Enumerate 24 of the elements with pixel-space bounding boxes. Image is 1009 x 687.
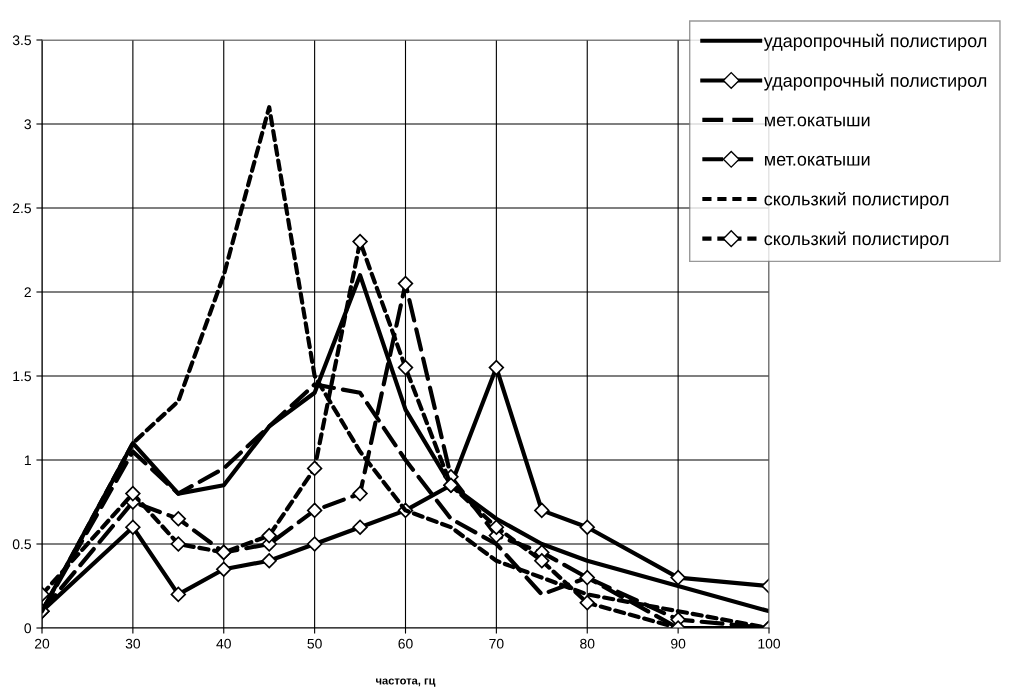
y-tick-label: 1 bbox=[24, 455, 31, 466]
y-tick-label: 3 bbox=[24, 119, 31, 130]
y-tick-label: 0 bbox=[24, 623, 32, 634]
legend-label: скользкий полистирол bbox=[764, 231, 949, 249]
legend-label: мет.окатыши bbox=[764, 116, 870, 127]
x-tick-label: 70 bbox=[489, 638, 504, 649]
y-tick-label: 2 bbox=[24, 287, 31, 298]
x-axis-title: частота, гц bbox=[376, 678, 436, 687]
x-tick-label: 100 bbox=[758, 638, 781, 649]
x-tick-label: 20 bbox=[34, 638, 50, 649]
x-tick-label: 60 bbox=[398, 638, 413, 649]
x-tick-label: 80 bbox=[580, 638, 595, 649]
y-tick-label: 1.5 bbox=[13, 371, 31, 382]
x-tick-label: 90 bbox=[671, 638, 686, 649]
legend-label: ударопрочный полистирол bbox=[763, 33, 987, 51]
legend-label: скользкий полистирол bbox=[764, 191, 949, 210]
x-tick-label: 50 bbox=[307, 638, 322, 649]
legend-label: ударопрочный полистирол bbox=[763, 73, 987, 91]
y-tick-label: 0.5 bbox=[12, 539, 31, 550]
y-tick-label: 2.5 bbox=[12, 203, 31, 214]
x-tick-label: 40 bbox=[216, 638, 231, 649]
legend-label: мет.окатыши bbox=[764, 155, 870, 166]
y-tick-label: 3.5 bbox=[12, 35, 31, 46]
x-tick-label: 30 bbox=[125, 638, 141, 649]
